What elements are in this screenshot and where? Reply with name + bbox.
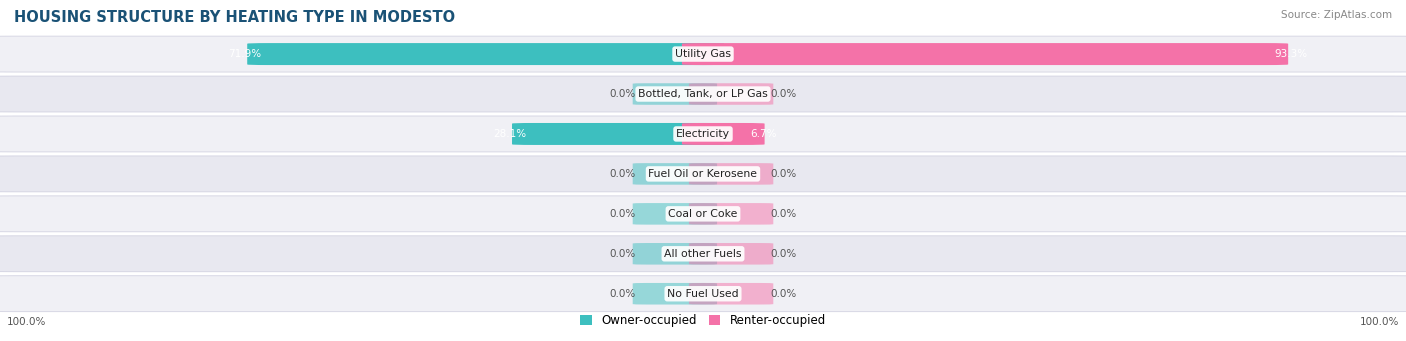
FancyBboxPatch shape bbox=[689, 83, 773, 105]
Text: 0.0%: 0.0% bbox=[770, 209, 797, 219]
Text: Utility Gas: Utility Gas bbox=[675, 49, 731, 59]
Text: No Fuel Used: No Fuel Used bbox=[668, 289, 738, 299]
Text: Bottled, Tank, or LP Gas: Bottled, Tank, or LP Gas bbox=[638, 89, 768, 99]
FancyBboxPatch shape bbox=[512, 123, 724, 145]
Legend: Owner-occupied, Renter-occupied: Owner-occupied, Renter-occupied bbox=[575, 309, 831, 332]
FancyBboxPatch shape bbox=[633, 163, 717, 185]
Text: 0.0%: 0.0% bbox=[770, 169, 797, 179]
Text: Electricity: Electricity bbox=[676, 129, 730, 139]
FancyBboxPatch shape bbox=[633, 83, 717, 105]
FancyBboxPatch shape bbox=[0, 116, 1406, 152]
Text: 0.0%: 0.0% bbox=[770, 289, 797, 299]
Text: 28.1%: 28.1% bbox=[494, 129, 526, 139]
FancyBboxPatch shape bbox=[689, 243, 773, 265]
Text: HOUSING STRUCTURE BY HEATING TYPE IN MODESTO: HOUSING STRUCTURE BY HEATING TYPE IN MOD… bbox=[14, 10, 456, 25]
FancyBboxPatch shape bbox=[633, 243, 717, 265]
Text: 100.0%: 100.0% bbox=[1360, 317, 1399, 327]
FancyBboxPatch shape bbox=[0, 236, 1406, 272]
Text: 100.0%: 100.0% bbox=[7, 317, 46, 327]
Text: Source: ZipAtlas.com: Source: ZipAtlas.com bbox=[1281, 10, 1392, 20]
Text: Coal or Coke: Coal or Coke bbox=[668, 209, 738, 219]
FancyBboxPatch shape bbox=[0, 276, 1406, 312]
FancyBboxPatch shape bbox=[689, 283, 773, 305]
Text: 0.0%: 0.0% bbox=[609, 89, 636, 99]
Text: 0.0%: 0.0% bbox=[609, 289, 636, 299]
Text: 71.9%: 71.9% bbox=[228, 49, 262, 59]
Text: 0.0%: 0.0% bbox=[609, 169, 636, 179]
FancyBboxPatch shape bbox=[0, 36, 1406, 72]
Text: 0.0%: 0.0% bbox=[770, 249, 797, 259]
FancyBboxPatch shape bbox=[247, 43, 724, 65]
FancyBboxPatch shape bbox=[0, 196, 1406, 232]
Text: All other Fuels: All other Fuels bbox=[664, 249, 742, 259]
Text: 93.3%: 93.3% bbox=[1274, 49, 1308, 59]
FancyBboxPatch shape bbox=[633, 203, 717, 225]
FancyBboxPatch shape bbox=[0, 156, 1406, 192]
Text: Fuel Oil or Kerosene: Fuel Oil or Kerosene bbox=[648, 169, 758, 179]
FancyBboxPatch shape bbox=[682, 43, 1288, 65]
FancyBboxPatch shape bbox=[682, 123, 765, 145]
FancyBboxPatch shape bbox=[689, 163, 773, 185]
FancyBboxPatch shape bbox=[689, 203, 773, 225]
Text: 0.0%: 0.0% bbox=[770, 89, 797, 99]
Text: 0.0%: 0.0% bbox=[609, 209, 636, 219]
Text: 6.7%: 6.7% bbox=[751, 129, 778, 139]
Text: 0.0%: 0.0% bbox=[609, 249, 636, 259]
FancyBboxPatch shape bbox=[633, 283, 717, 305]
FancyBboxPatch shape bbox=[0, 76, 1406, 112]
